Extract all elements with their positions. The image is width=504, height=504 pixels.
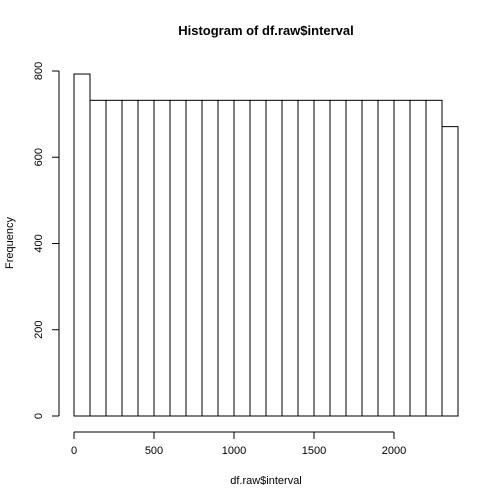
y-tick-label: 400	[33, 234, 45, 252]
chart-title: Histogram of df.raw$interval	[178, 23, 354, 38]
histogram-bar	[73, 73, 91, 417]
histogram-bar	[249, 99, 267, 417]
histogram-bar	[137, 99, 155, 417]
x-tick-label: 2000	[382, 445, 406, 457]
histogram-bar	[233, 99, 251, 417]
bars-group	[73, 73, 459, 417]
histogram-bar	[313, 99, 331, 417]
y-axis: 0 200 400 600 800	[33, 62, 60, 419]
histogram-bar	[281, 99, 299, 417]
histogram-bar	[297, 99, 315, 417]
x-tick-label: 500	[145, 445, 163, 457]
histogram-bar	[345, 99, 363, 417]
histogram-bar	[409, 99, 427, 417]
histogram-bar	[169, 99, 187, 417]
histogram-bar	[329, 99, 347, 417]
x-tick-label: 1000	[222, 445, 246, 457]
histogram-bar	[121, 99, 139, 417]
histogram-bar	[441, 126, 459, 417]
histogram-bar	[217, 99, 235, 417]
histogram-bar	[425, 99, 443, 417]
histogram-bar	[153, 99, 171, 417]
y-tick-label: 800	[33, 62, 45, 80]
y-axis-label: Frequency	[4, 217, 16, 269]
histogram-bar	[265, 99, 283, 417]
y-tick-label: 600	[33, 148, 45, 166]
histogram-bar	[201, 99, 219, 417]
x-tick-label: 1500	[302, 445, 326, 457]
histogram-bar	[377, 99, 395, 417]
histogram-bar	[361, 99, 379, 417]
y-tick-label: 200	[33, 321, 45, 339]
x-axis: 0 500 1000 1500 2000	[71, 431, 406, 457]
histogram-bar	[105, 99, 123, 417]
histogram-bar	[185, 99, 203, 417]
y-tick-label: 0	[33, 413, 45, 419]
histogram-bar	[393, 99, 411, 417]
x-axis-label: df.raw$interval	[230, 475, 302, 487]
x-tick-label: 0	[71, 445, 77, 457]
histogram-bar	[89, 99, 107, 417]
